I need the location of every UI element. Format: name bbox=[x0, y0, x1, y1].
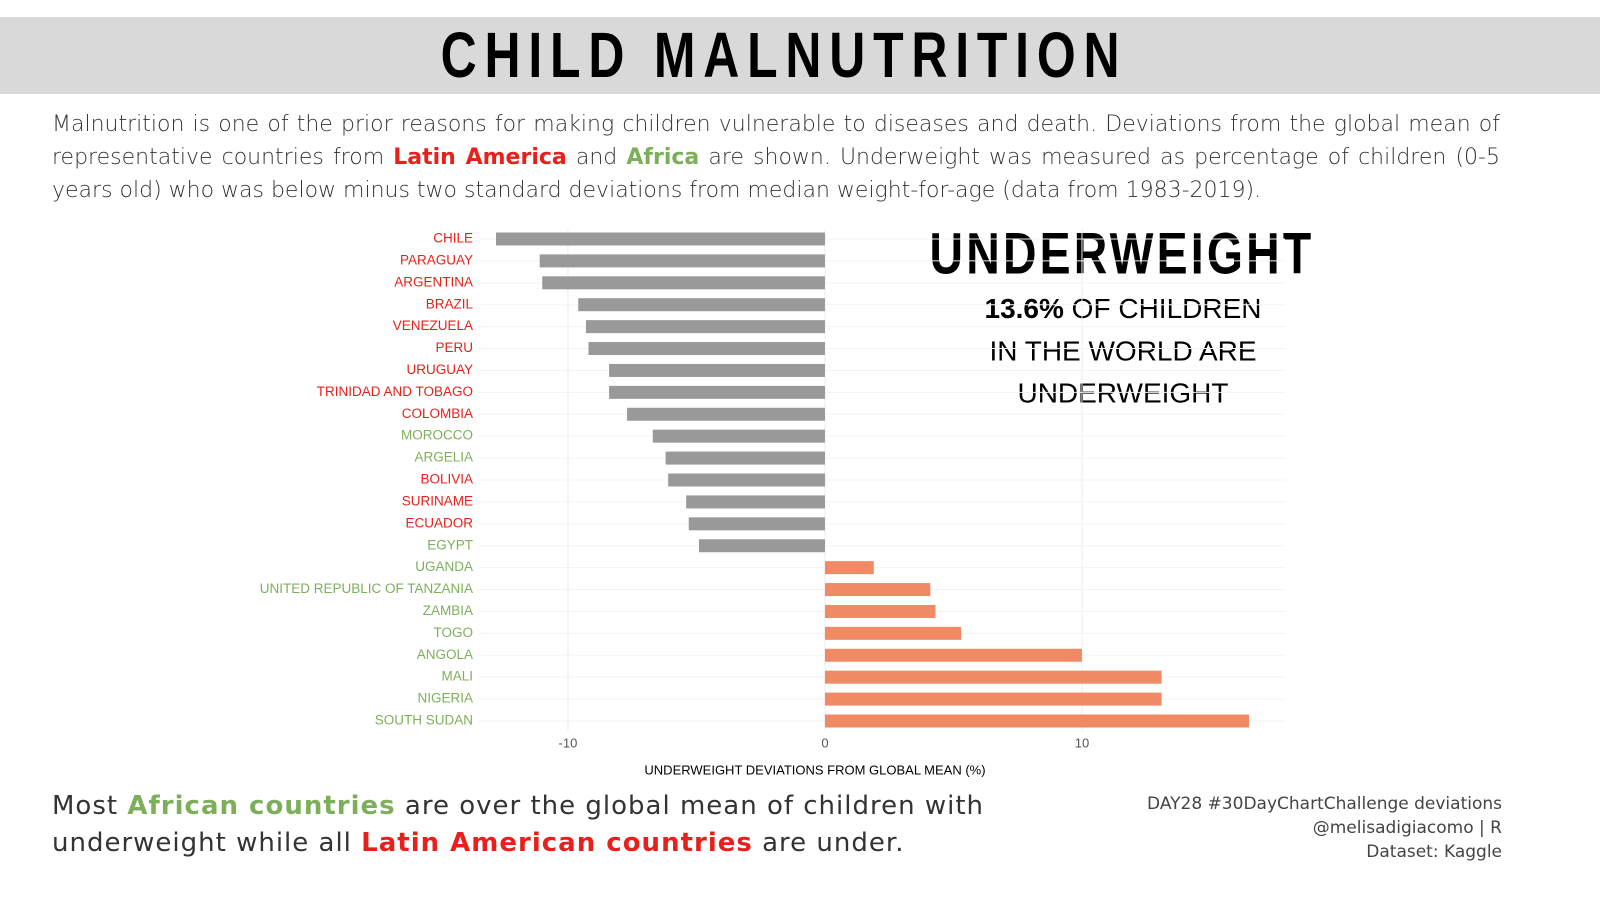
text: are under. bbox=[752, 828, 905, 858]
bar bbox=[495, 232, 825, 246]
y-tick-label: ARGELIA bbox=[414, 450, 473, 465]
bar bbox=[824, 626, 962, 640]
bar bbox=[824, 692, 1162, 706]
bar bbox=[665, 451, 825, 465]
bar bbox=[652, 429, 825, 443]
x-axis-label: UNDERWEIGHT DEVIATIONS FROM GLOBAL MEAN … bbox=[644, 762, 985, 777]
y-tick-label: VENEZUELA bbox=[393, 318, 473, 333]
bar bbox=[609, 385, 825, 399]
bar bbox=[627, 407, 825, 421]
y-tick-label: TOGO bbox=[433, 625, 473, 640]
bar bbox=[609, 363, 825, 377]
x-tick-label: 0 bbox=[821, 735, 828, 750]
y-tick-label: ARGENTINA bbox=[394, 274, 473, 289]
chart: UNDERWEIGHT 13.6% OF CHILDREN IN THE WOR… bbox=[260, 221, 1315, 777]
bar bbox=[824, 714, 1250, 728]
text: Most bbox=[52, 791, 128, 821]
y-tick-label: TRINIDAD AND TOBAGO bbox=[317, 384, 473, 399]
highlight-text: Latin American countries bbox=[361, 828, 753, 858]
bar bbox=[588, 342, 825, 356]
bar bbox=[542, 276, 825, 290]
text: Malnutrition is one of the prior reasons… bbox=[52, 112, 1500, 170]
bar bbox=[824, 670, 1162, 684]
y-tick-label: BOLIVIA bbox=[420, 472, 473, 487]
bar bbox=[578, 298, 825, 312]
bar bbox=[699, 539, 825, 553]
y-tick-label: ZAMBIA bbox=[423, 603, 473, 618]
y-tick-label: ANGOLA bbox=[417, 647, 473, 662]
y-tick-label: EGYPT bbox=[427, 537, 473, 552]
y-tick-label: PARAGUAY bbox=[400, 252, 473, 267]
bar bbox=[539, 254, 825, 268]
y-tick-label: URUGUAY bbox=[406, 362, 473, 377]
text: and bbox=[566, 145, 627, 170]
y-tick-label: BRAZIL bbox=[426, 296, 474, 311]
y-tick-label: MOROCCO bbox=[401, 428, 473, 443]
header-band bbox=[0, 17, 1600, 94]
y-tick-label: PERU bbox=[435, 340, 473, 355]
y-tick-label: UNITED REPUBLIC OF TANZANIA bbox=[260, 581, 473, 596]
bar bbox=[824, 648, 1082, 662]
credit-line: @melisadigiacomo | R bbox=[1312, 818, 1502, 838]
intro-text: Malnutrition is one of the prior reasons… bbox=[52, 108, 1500, 207]
bar bbox=[824, 583, 931, 597]
y-tick-label: NIGERIA bbox=[417, 691, 473, 706]
annotation-line: UNDERWEIGHT bbox=[1017, 377, 1228, 408]
annotation-text: OF CHILDREN bbox=[1064, 293, 1262, 324]
bar bbox=[686, 495, 825, 509]
annotation-line: 13.6% OF CHILDREN bbox=[985, 293, 1262, 324]
text: are shown. Underweight was measured as p… bbox=[52, 145, 1500, 203]
text: are over the global mean of children wit… bbox=[52, 791, 985, 858]
credit-line: Dataset: Kaggle bbox=[1366, 842, 1502, 862]
annotation-highlight: 13.6% bbox=[985, 293, 1064, 324]
credits: DAY28 #30DayChartChallenge deviations @me… bbox=[1147, 792, 1502, 864]
y-tick-label: SURINAME bbox=[402, 493, 473, 508]
credit-line: DAY28 #30DayChartChallenge deviations bbox=[1147, 794, 1502, 814]
highlight-text: Africa bbox=[626, 145, 700, 170]
annotation-line: IN THE WORLD ARE bbox=[989, 335, 1256, 366]
bar bbox=[824, 604, 936, 618]
y-tick-label: ECUADOR bbox=[405, 515, 473, 530]
y-tick-label: CHILE bbox=[433, 231, 473, 246]
footer-text: Most African countries are over the glob… bbox=[52, 788, 992, 862]
annotation-title: UNDERWEIGHT bbox=[930, 221, 1315, 286]
bar bbox=[668, 473, 825, 487]
highlight-text: African countries bbox=[127, 791, 396, 821]
y-tick-label: UGANDA bbox=[415, 559, 473, 574]
y-tick-label: COLOMBIA bbox=[402, 406, 473, 421]
x-tick-label: -10 bbox=[559, 735, 578, 750]
page-title: CHILD MALNUTRITION bbox=[440, 19, 1128, 91]
highlight-text: Latin America bbox=[393, 145, 567, 170]
bar bbox=[585, 320, 825, 334]
x-tick-label: 10 bbox=[1075, 735, 1089, 750]
y-tick-label: MALI bbox=[441, 669, 473, 684]
y-tick-label: SOUTH SUDAN bbox=[375, 713, 473, 728]
bar bbox=[688, 517, 825, 531]
bar bbox=[824, 561, 874, 575]
